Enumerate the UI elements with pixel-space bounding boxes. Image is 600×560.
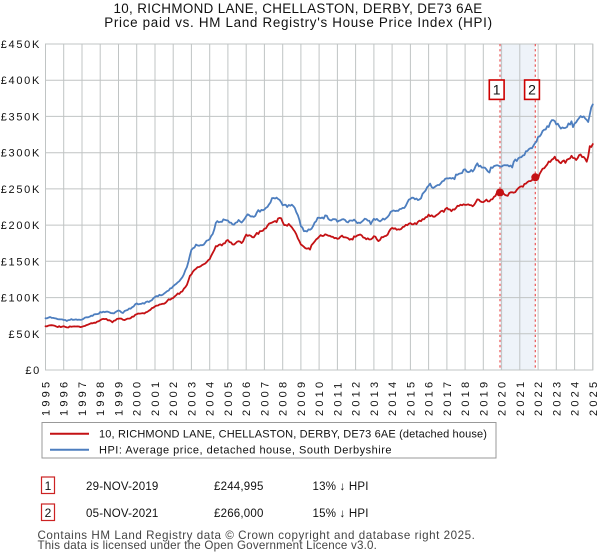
svg-text:2004: 2004 [205, 379, 217, 416]
svg-text:1: 1 [493, 82, 501, 98]
svg-text:2015: 2015 [405, 379, 417, 416]
svg-text:2022: 2022 [533, 379, 545, 416]
svg-text:2020: 2020 [497, 379, 509, 416]
svg-text:£0: £0 [25, 365, 41, 377]
svg-text:2021: 2021 [515, 379, 527, 416]
svg-text:2006: 2006 [241, 379, 253, 416]
svg-text:This data is licensed under th: This data is licensed under the Open Gov… [38, 539, 378, 552]
svg-text:2014: 2014 [387, 379, 399, 416]
svg-text:10, RICHMOND LANE, CHELLASTON,: 10, RICHMOND LANE, CHELLASTON, DERBY, DE… [99, 429, 487, 441]
svg-text:15% ↓ HPI: 15% ↓ HPI [313, 508, 369, 520]
svg-text:2013: 2013 [369, 379, 381, 416]
svg-text:2002: 2002 [168, 379, 180, 416]
svg-text:£100K: £100K [1, 293, 41, 305]
svg-text:1: 1 [45, 479, 52, 493]
svg-text:13% ↓ HPI: 13% ↓ HPI [313, 481, 369, 493]
svg-text:2018: 2018 [460, 379, 472, 416]
svg-text:1996: 1996 [59, 379, 71, 416]
svg-text:£300K: £300K [1, 148, 41, 160]
svg-text:2010: 2010 [314, 379, 326, 416]
svg-text:05-NOV-2021: 05-NOV-2021 [86, 508, 159, 520]
svg-text:2001: 2001 [150, 379, 162, 416]
svg-text:Price paid vs. HM Land Registr: Price paid vs. HM Land Registry's House … [104, 15, 493, 30]
svg-text:£244,995: £244,995 [214, 481, 264, 493]
svg-text:1998: 1998 [95, 379, 107, 416]
svg-text:2017: 2017 [442, 379, 454, 416]
svg-text:2019: 2019 [478, 379, 490, 416]
svg-text:2009: 2009 [296, 379, 308, 416]
svg-text:10, RICHMOND LANE, CHELLASTON,: 10, RICHMOND LANE, CHELLASTON, DERBY, DE… [113, 1, 482, 16]
svg-text:2007: 2007 [259, 379, 271, 416]
svg-text:2011: 2011 [332, 380, 344, 416]
svg-text:1995: 1995 [41, 379, 53, 416]
svg-text:2003: 2003 [186, 379, 198, 416]
svg-text:2024: 2024 [570, 379, 582, 416]
svg-text:£250K: £250K [1, 184, 41, 196]
svg-text:£150K: £150K [1, 256, 41, 268]
svg-text:29-NOV-2019: 29-NOV-2019 [86, 481, 159, 493]
svg-text:£266,000: £266,000 [214, 508, 264, 520]
svg-text:2016: 2016 [424, 379, 436, 416]
svg-text:2023: 2023 [551, 379, 563, 416]
svg-text:2025: 2025 [588, 379, 600, 416]
svg-text:HPI: Average price, detached h: HPI: Average price, detached house, Sout… [99, 445, 392, 457]
svg-text:2000: 2000 [132, 379, 144, 416]
svg-text:£450K: £450K [1, 39, 41, 51]
svg-text:1997: 1997 [77, 379, 89, 416]
svg-text:2: 2 [45, 506, 52, 520]
svg-text:£350K: £350K [1, 111, 41, 123]
svg-text:1999: 1999 [114, 379, 126, 416]
svg-text:£50K: £50K [9, 329, 42, 341]
svg-text:£200K: £200K [1, 220, 41, 232]
svg-text:£400K: £400K [1, 75, 41, 87]
svg-text:2012: 2012 [351, 379, 363, 416]
svg-text:2008: 2008 [278, 379, 290, 416]
svg-text:2: 2 [528, 82, 536, 98]
svg-text:Contains HM Land Registry data: Contains HM Land Registry data © Crown c… [38, 529, 476, 542]
svg-text:2005: 2005 [223, 379, 235, 416]
